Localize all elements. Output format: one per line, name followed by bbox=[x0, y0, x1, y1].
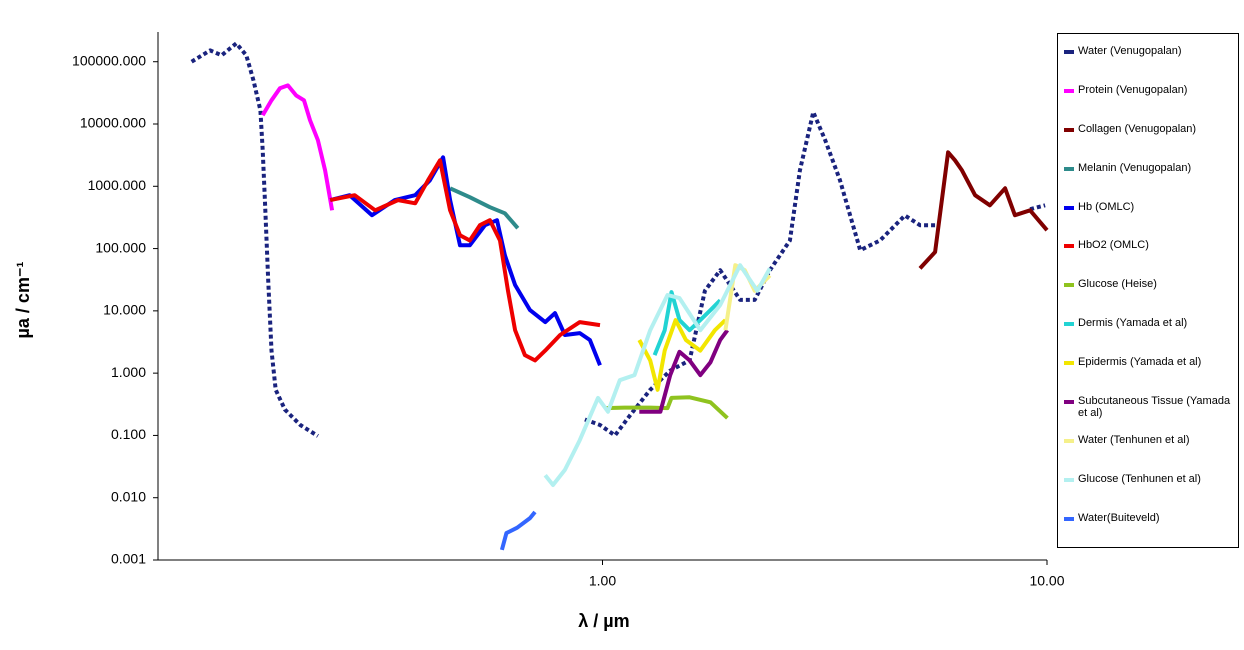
legend-item: Water (Venugopalan) bbox=[1058, 38, 1238, 77]
series-line bbox=[329, 155, 602, 366]
x-tick-label: 1.00 bbox=[589, 573, 616, 589]
legend-marker bbox=[1064, 516, 1074, 521]
y-tick-label: 1000.000 bbox=[88, 177, 147, 193]
x-axis-label: λ / µm bbox=[578, 611, 629, 631]
y-tick-label: 0.010 bbox=[111, 488, 146, 504]
legend-marker bbox=[1064, 322, 1074, 327]
legend-item: Hb (OMLC) bbox=[1058, 194, 1238, 233]
legend-marker bbox=[1064, 438, 1074, 443]
series-line bbox=[639, 329, 730, 414]
x-tick-label: 10.00 bbox=[1029, 573, 1064, 589]
y-tick-label: 10.000 bbox=[103, 302, 146, 318]
legend-label: Hb (OMLC) bbox=[1078, 200, 1135, 213]
y-tick-label: 0.001 bbox=[111, 551, 146, 567]
legend-item: Melanin (Venugopalan) bbox=[1058, 155, 1238, 194]
legend-label: Collagen (Venugopalan) bbox=[1078, 122, 1197, 135]
y-tick-label: 0.100 bbox=[111, 426, 146, 442]
legend-marker bbox=[1064, 50, 1074, 54]
legend-item: Subcutaneous Tissue (Yamada et al) bbox=[1058, 388, 1238, 427]
legend-marker bbox=[1064, 244, 1074, 249]
legend-marker bbox=[1064, 205, 1074, 210]
legend-label: Water (Tenhunen et al) bbox=[1078, 433, 1190, 446]
legend-label: Glucose (Tenhunen et al) bbox=[1078, 472, 1201, 485]
legend-marker bbox=[1064, 283, 1074, 288]
legend-marker bbox=[1064, 166, 1074, 171]
legend-marker bbox=[1064, 400, 1074, 405]
legend-item: Water(Buiteveld) bbox=[1058, 505, 1238, 544]
series-line bbox=[604, 395, 729, 420]
legend-label: Epidermis (Yamada et al) bbox=[1078, 356, 1202, 369]
series-line bbox=[260, 83, 335, 211]
legend-item: Water (Tenhunen et al) bbox=[1058, 427, 1238, 466]
legend-marker bbox=[1064, 361, 1074, 366]
legend-marker bbox=[1064, 88, 1074, 93]
legend: Water (Venugopalan) Protein (Venugopalan)… bbox=[1057, 33, 1239, 548]
legend-label: Dermis (Yamada et al) bbox=[1078, 317, 1188, 330]
series-line bbox=[190, 41, 1046, 438]
legend-item: Protein (Venugopalan) bbox=[1058, 77, 1238, 116]
legend-label: Glucose (Heise) bbox=[1078, 278, 1157, 291]
y-tick-label: 1.000 bbox=[111, 364, 146, 380]
series-line bbox=[543, 263, 772, 487]
legend-item: HbO2 (OMLC) bbox=[1058, 232, 1238, 271]
legend-item: Epidermis (Yamada et al) bbox=[1058, 349, 1238, 388]
series-line bbox=[449, 186, 520, 230]
y-tick-label: 100.000 bbox=[95, 239, 146, 255]
legend-label: Water (Venugopalan) bbox=[1078, 45, 1182, 57]
y-tick-label: 10000.000 bbox=[80, 115, 146, 131]
legend-item: Dermis (Yamada et al) bbox=[1058, 310, 1238, 349]
legend-item: Glucose (Tenhunen et al) bbox=[1058, 466, 1238, 505]
series-line bbox=[329, 158, 601, 363]
legend-label: Melanin (Venugopalan) bbox=[1078, 161, 1192, 174]
legend-label: Water(Buiteveld) bbox=[1078, 511, 1160, 524]
legend-marker bbox=[1064, 127, 1074, 132]
series-line bbox=[652, 290, 722, 356]
series-line bbox=[918, 150, 1049, 270]
y-tick-label: 100000.000 bbox=[72, 52, 146, 68]
legend-marker bbox=[1064, 477, 1074, 482]
series-line bbox=[637, 318, 727, 392]
legend-label: Protein (Venugopalan) bbox=[1078, 83, 1188, 96]
legend-label: HbO2 (OMLC) bbox=[1078, 239, 1149, 252]
legend-item: Collagen (Venugopalan) bbox=[1058, 116, 1238, 155]
legend-label: Subcutaneous Tissue (Yamada et al) bbox=[1078, 395, 1231, 420]
series-line bbox=[499, 510, 537, 551]
legend-item: Glucose (Heise) bbox=[1058, 271, 1238, 310]
y-axis-label: µa / cm⁻¹ bbox=[13, 262, 33, 339]
